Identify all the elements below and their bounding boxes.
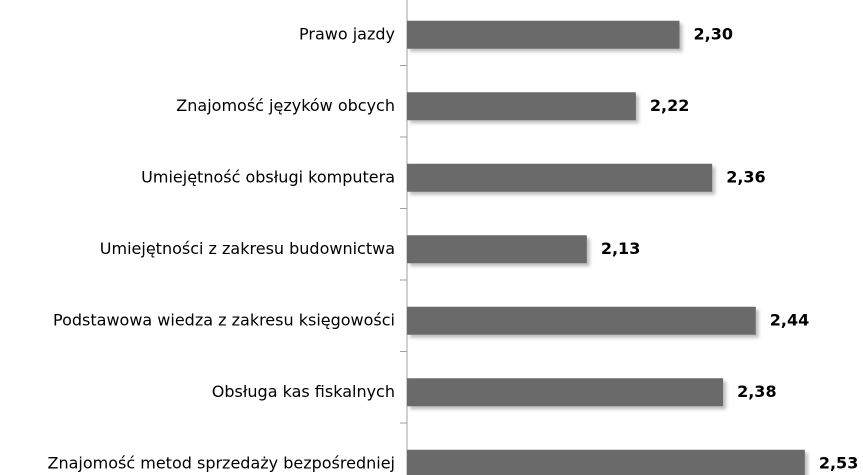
value-label: 2,38 [737, 382, 776, 401]
bar [407, 92, 636, 121]
bar [407, 449, 805, 475]
value-label: 2,53 [819, 453, 858, 472]
category-label: Znajomość metod sprzedaży bezpośredniej [48, 453, 395, 472]
value-label: 2,44 [770, 310, 809, 329]
category-label: Obsługa kas fiskalnych [212, 382, 395, 401]
bar [407, 235, 587, 264]
bar [407, 163, 713, 192]
bar [407, 20, 680, 49]
category-label: Umiejętność obsługi komputera [141, 167, 395, 186]
bar [407, 306, 756, 335]
value-label: 2,13 [601, 239, 640, 258]
category-label: Umiejętności z zakresu budownictwa [100, 239, 395, 258]
category-label: Znajomość języków obcych [176, 96, 395, 115]
category-label: Prawo jazdy [299, 24, 395, 43]
bar [407, 378, 724, 407]
value-label: 2,30 [694, 24, 733, 43]
value-label: 2,22 [650, 96, 689, 115]
value-label: 2,36 [726, 167, 765, 186]
category-label: Podstawowa wiedza z zakresu księgowości [53, 310, 395, 329]
